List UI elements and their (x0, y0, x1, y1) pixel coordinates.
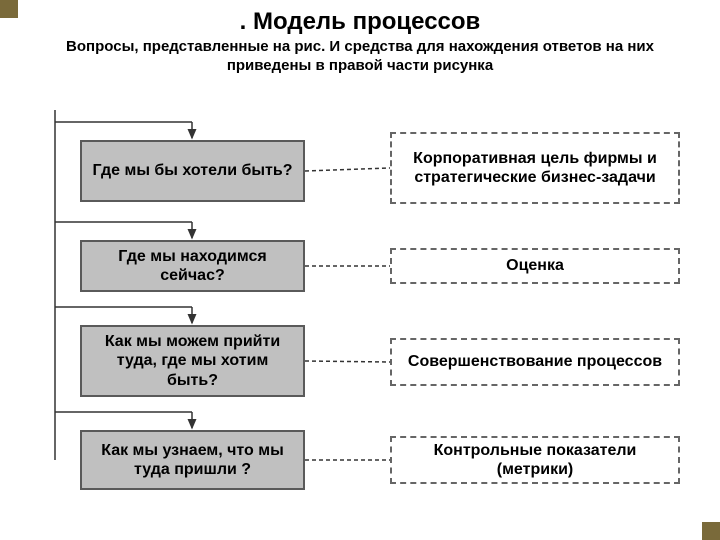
answer-box-1: Оценка (390, 248, 680, 284)
page-subtitle: Вопросы, представленные на рис. И средст… (0, 36, 720, 76)
question-box-0: Где мы бы хотели быть? (80, 140, 305, 202)
page-title: . Модель процессов (0, 0, 720, 36)
question-box-1: Где мы находимся сейчас? (80, 240, 305, 292)
corner-accent-top-left (0, 0, 18, 18)
answer-box-0: Корпоративная цель фирмы и стратегически… (390, 132, 680, 204)
question-box-3: Как мы узнаем, что мы туда пришли ? (80, 430, 305, 490)
answer-box-3: Контрольные показатели (метрики) (390, 436, 680, 484)
answer-box-2: Совершенствование процессов (390, 338, 680, 386)
question-box-2: Как мы можем прийти туда, где мы хотим б… (80, 325, 305, 397)
flow-diagram: Где мы бы хотели быть? Где мы находимся с… (0, 110, 720, 530)
